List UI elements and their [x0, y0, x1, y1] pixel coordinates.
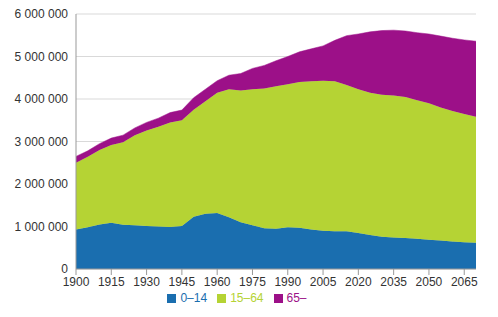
svg-text:1 000 000: 1 000 000	[15, 220, 69, 234]
svg-text:1975: 1975	[239, 275, 266, 289]
svg-text:2005: 2005	[310, 275, 337, 289]
svg-text:1945: 1945	[169, 275, 196, 289]
svg-text:1930: 1930	[133, 275, 160, 289]
svg-text:0: 0	[61, 262, 68, 276]
svg-text:2050: 2050	[416, 275, 443, 289]
svg-text:6 000 000: 6 000 000	[15, 8, 69, 21]
svg-text:2 000 000: 2 000 000	[15, 177, 69, 191]
svg-text:1900: 1900	[63, 275, 90, 289]
svg-text:3 000 000: 3 000 000	[15, 135, 69, 149]
html-text:0–14: 0–14	[180, 291, 208, 305]
svg-text:2065: 2065	[451, 275, 478, 289]
html-text:15–64: 15–64	[230, 291, 264, 305]
svg-text:1915: 1915	[98, 275, 125, 289]
svg-text:1960: 1960	[204, 275, 231, 289]
svg-text:1990: 1990	[274, 275, 301, 289]
svg-text:2020: 2020	[345, 275, 372, 289]
html-text:65–: 65–	[286, 291, 307, 305]
svg-text:2035: 2035	[380, 275, 407, 289]
svg-text:5 000 000: 5 000 000	[15, 50, 69, 64]
svg-text:4 000 000: 4 000 000	[15, 92, 69, 106]
